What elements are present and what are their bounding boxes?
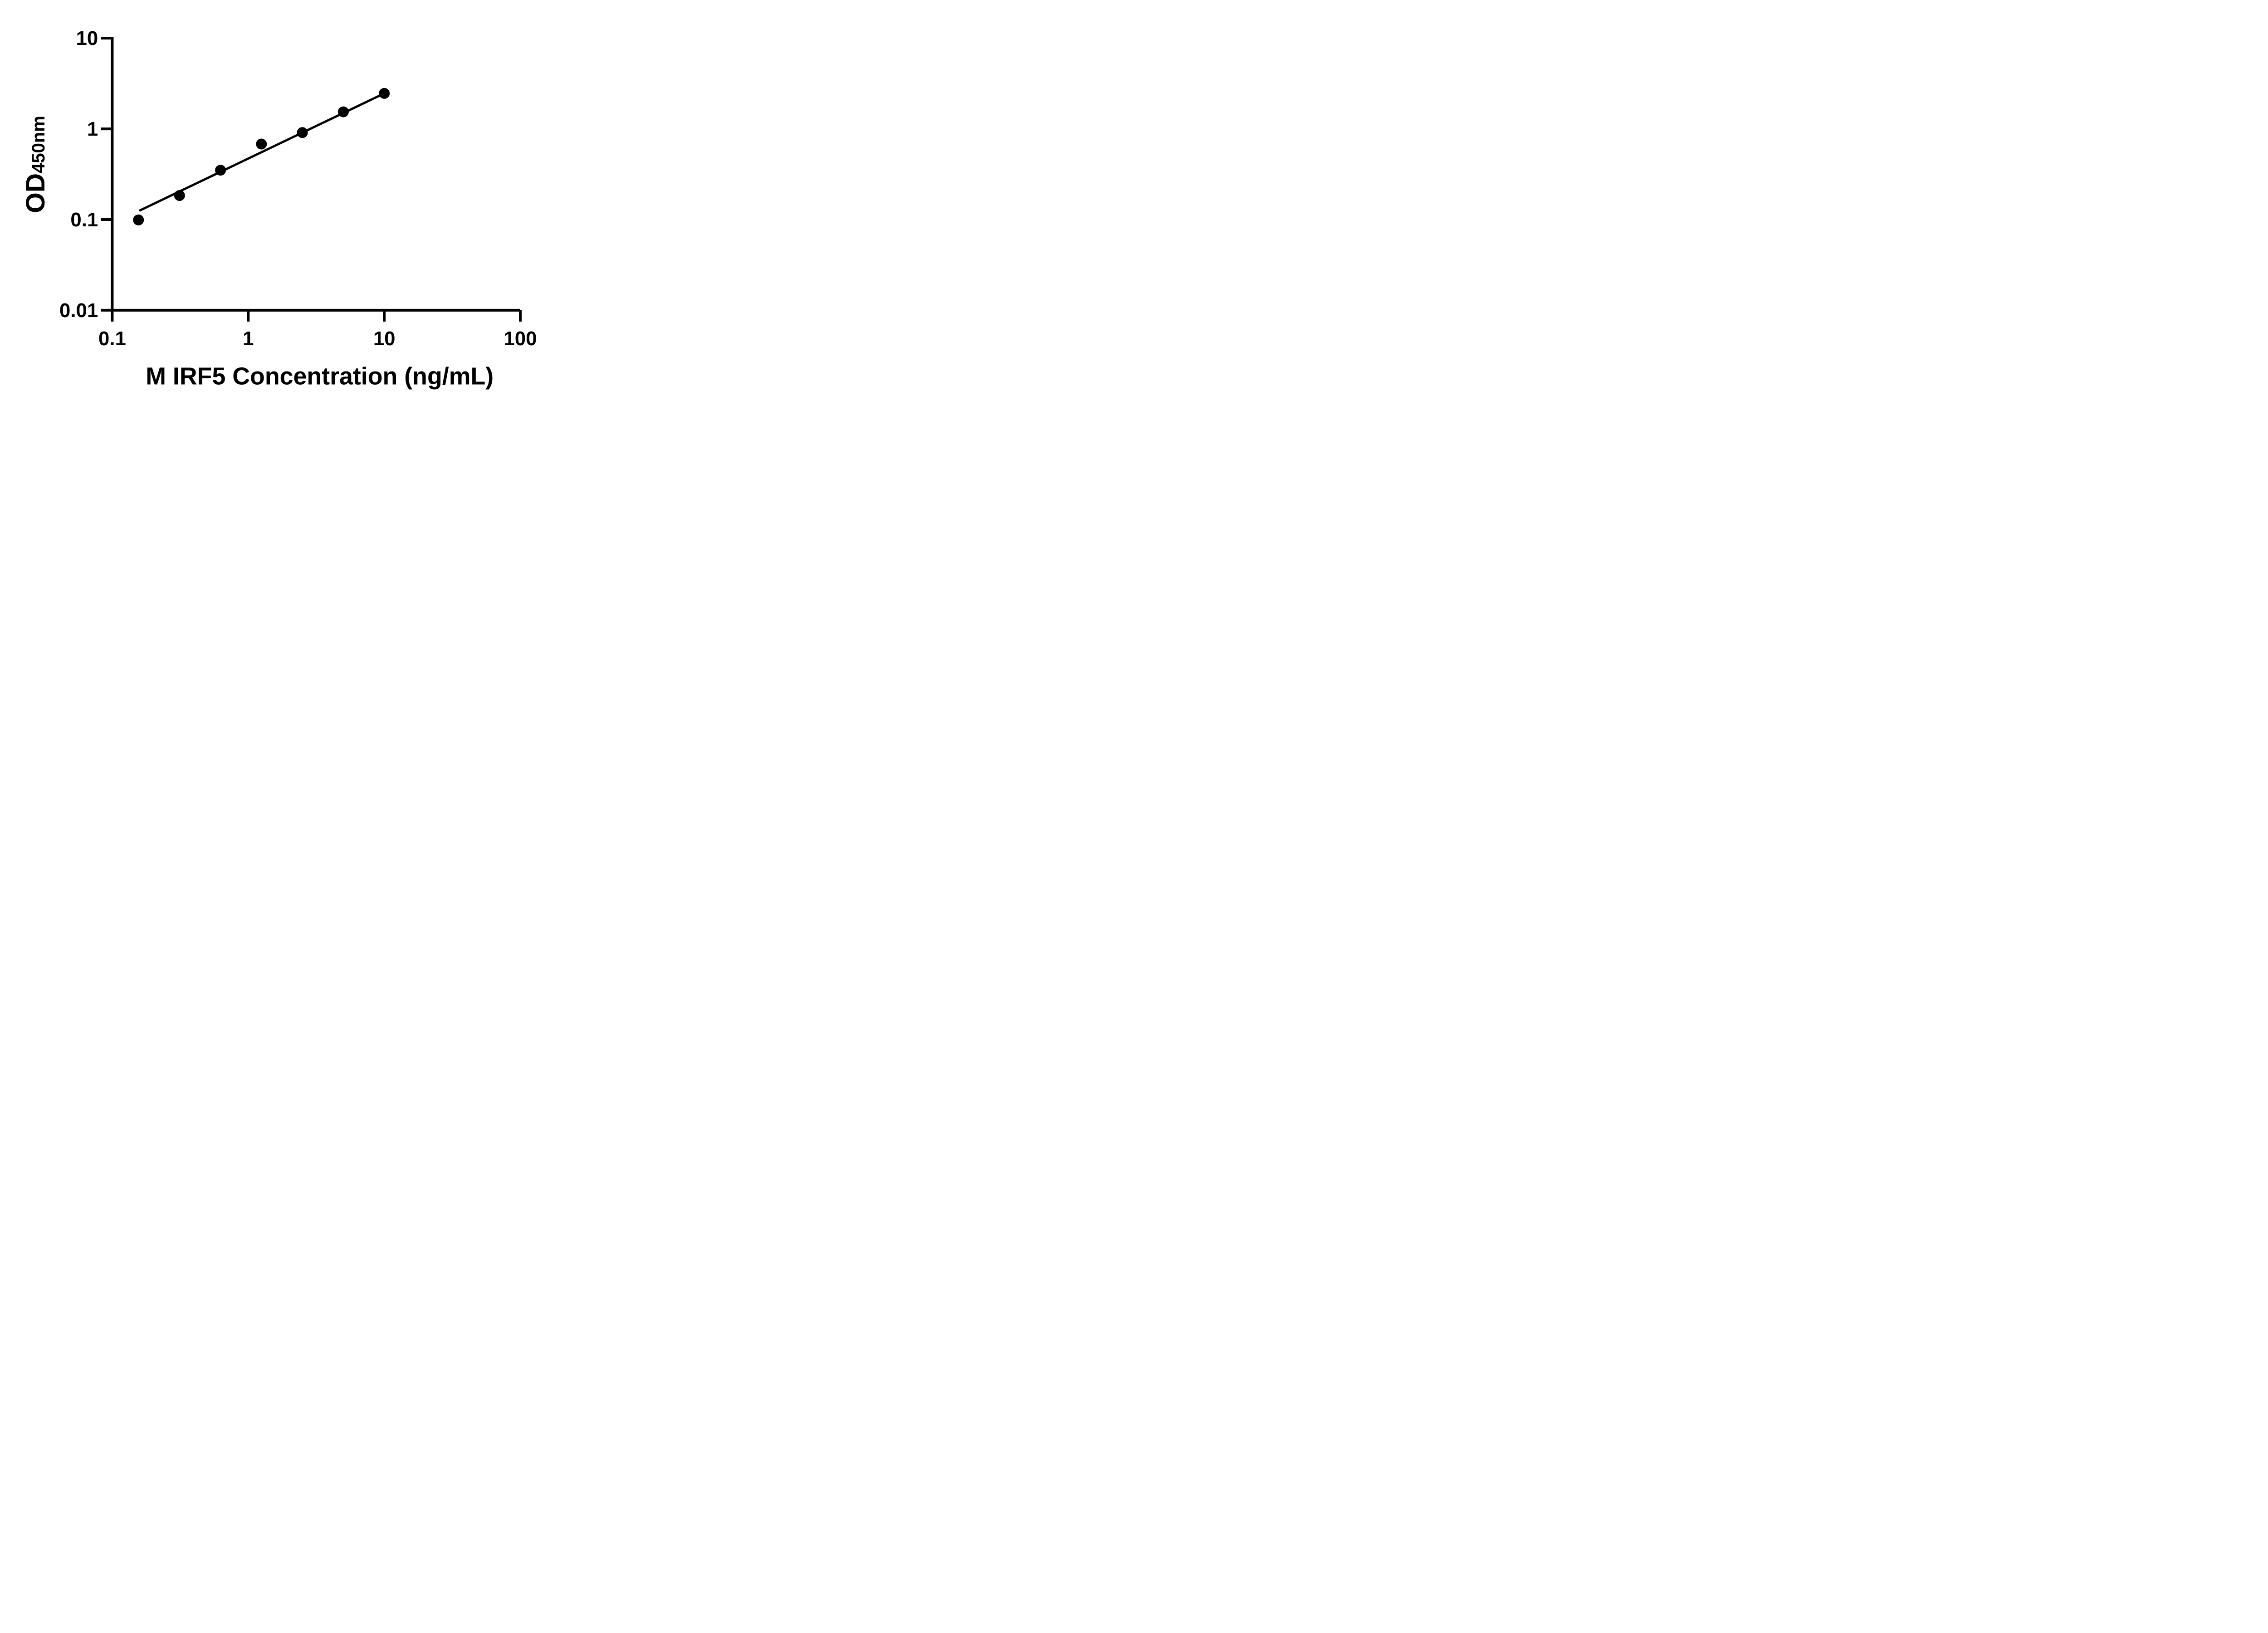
data-point xyxy=(215,165,226,176)
y-tick-label: 10 xyxy=(76,27,98,49)
data-point xyxy=(379,88,390,99)
data-point xyxy=(174,190,185,201)
data-point xyxy=(256,138,267,150)
x-tick-label: 100 xyxy=(504,328,537,350)
figure-canvas: 0.1 1 10 100 0.01 0.1 1 10 M IRF5 Concentration… xyxy=(0,0,583,408)
x-tick-label: 10 xyxy=(373,328,396,350)
data-point xyxy=(337,106,349,117)
y-axis-title: OD450nm xyxy=(21,116,50,213)
y-axis-title-sub: 450nm xyxy=(29,116,49,173)
x-tick-label: 0.1 xyxy=(98,328,126,350)
y-axis-title-main: OD xyxy=(21,173,50,213)
y-tick-label: 0.1 xyxy=(70,209,98,231)
x-tick-label: 1 xyxy=(243,328,254,350)
x-axis-title: M IRF5 Concentration (ng/mL) xyxy=(146,362,494,390)
y-tick-label: 0.01 xyxy=(59,299,98,322)
data-point xyxy=(133,214,144,225)
y-tick-label: 1 xyxy=(87,118,98,140)
data-point xyxy=(297,127,308,138)
